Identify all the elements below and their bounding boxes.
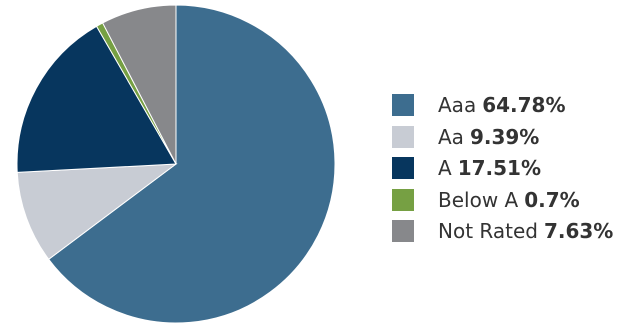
legend-label-below-a: Below A — [438, 187, 519, 212]
legend-swatch-a — [392, 157, 414, 179]
legend-value-not-rated: 7.63% — [543, 219, 614, 243]
pie-slice-not-rated — [101, 4, 177, 165]
pie-slice-a — [16, 25, 177, 173]
legend-value-aa: 9.39% — [469, 124, 540, 149]
legend-swatch-aa — [392, 125, 414, 148]
pie-chart-plot — [16, 4, 336, 324]
pie-slice-aaa — [48, 4, 336, 324]
legend-item-aaa: Aaa 64.78% — [392, 94, 639, 116]
legend-value-below-a: 0.7% — [524, 187, 580, 212]
legend-swatch-not-rated — [392, 220, 414, 242]
legend-value-a: 17.51% — [457, 156, 541, 180]
legend-label-aaa: Aaa — [438, 93, 477, 117]
legend-value-aaa: 64.78% — [482, 93, 566, 117]
pie-slice-aa — [16, 163, 178, 260]
legend-swatch-aaa — [392, 94, 414, 116]
legend-swatch-below-a — [392, 188, 414, 211]
legend-item-aa: Aa 9.39% — [392, 124, 639, 149]
legend-label-not-rated: Not Rated — [438, 219, 538, 243]
legend-item-not-rated: Not Rated 7.63% — [392, 220, 639, 242]
legend-item-below-a: Below A 0.7% — [392, 187, 639, 212]
legend-label-a: A — [438, 156, 452, 180]
legend-item-a: A 17.51% — [392, 157, 639, 179]
legend-label-aa: Aa — [438, 124, 464, 149]
chart-legend: Aaa 64.78% Aa 9.39% A 17.51% Below A 0.7% No… — [392, 94, 639, 252]
